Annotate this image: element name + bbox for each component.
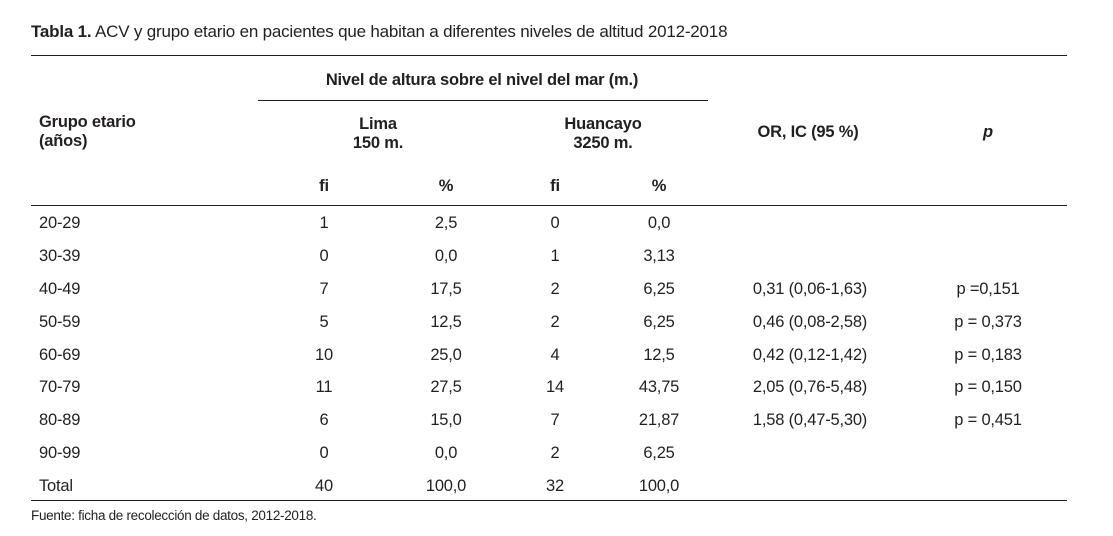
table-caption: Tabla 1. ACV y grupo etario en pacientes… (31, 22, 728, 42)
row-6-group: 80-89 (39, 411, 81, 429)
caption-label: Tabla 1. (31, 22, 92, 41)
row-1-hy-pct: 3,13 (643, 247, 675, 265)
caption-text: ACV y grupo etario en pacientes que habi… (91, 22, 728, 41)
row-8-hy-fi: 32 (546, 477, 564, 495)
row-4-hy-fi: 4 (550, 346, 560, 364)
group-header-line2: (años) (39, 132, 88, 150)
row-5-group: 70-79 (39, 378, 81, 396)
row-8-group: Total (39, 477, 73, 495)
row-3-lima-pct: 12,5 (430, 313, 462, 331)
row-6-or: 1,58 (0,47-5,30) (752, 411, 868, 429)
row-4-or: 0,42 (0,12-1,42) (752, 346, 868, 364)
bottom-rule (31, 500, 1067, 501)
row-0-hy-pct: 0,0 (647, 214, 671, 232)
row-8-lima-fi: 40 (315, 477, 333, 495)
row-3-hy-fi: 2 (550, 313, 560, 331)
or-ic-header: OR, IC (95 %) (757, 123, 859, 141)
row-4-hy-pct: 12,5 (643, 346, 675, 364)
group-header-line1: Grupo etario (39, 113, 136, 131)
row-6-lima-fi: 6 (319, 411, 329, 429)
lima-altitude: 150 m. (352, 134, 404, 152)
row-4-group: 60-69 (39, 346, 81, 364)
row-7-hy-fi: 2 (550, 444, 560, 462)
row-1-group: 30-39 (39, 247, 81, 265)
row-0-group: 20-29 (39, 214, 81, 232)
row-6-hy-pct: 21,87 (638, 411, 680, 429)
lima-pct-header: % (438, 177, 454, 195)
row-1-hy-fi: 1 (550, 247, 560, 265)
row-1-lima-pct: 0,0 (434, 247, 458, 265)
row-5-hy-pct: 43,75 (638, 378, 680, 396)
row-6-lima-pct: 15,0 (430, 411, 462, 429)
lima-fi-header: fi (319, 177, 329, 195)
row-2-p: p =0,151 (956, 280, 1020, 298)
row-3-hy-pct: 6,25 (643, 313, 675, 331)
row-3-lima-fi: 5 (319, 313, 329, 331)
huancayo-pct-header: % (651, 177, 667, 195)
row-7-hy-pct: 6,25 (643, 444, 675, 462)
row-7-group: 90-99 (39, 444, 81, 462)
row-5-lima-fi: 11 (315, 378, 333, 396)
row-0-hy-fi: 0 (550, 214, 560, 232)
row-8-lima-pct: 100,0 (425, 477, 467, 495)
row-2-or: 0,31 (0,06-1,63) (752, 280, 868, 298)
row-2-hy-pct: 6,25 (643, 280, 675, 298)
row-4-p: p = 0,183 (954, 346, 1022, 364)
top-rule (31, 55, 1067, 56)
row-6-p: p = 0,451 (954, 411, 1022, 429)
huancayo-header: Huancayo 3250 m. (564, 115, 641, 153)
row-7-lima-pct: 0,0 (434, 444, 458, 462)
header-bottom-rule (31, 205, 1067, 206)
row-5-lima-pct: 27,5 (430, 378, 462, 396)
row-5-p: p = 0,150 (954, 378, 1022, 396)
row-1-lima-fi: 0 (319, 247, 329, 265)
row-3-p: p = 0,373 (954, 313, 1022, 331)
row-8-hy-pct: 100,0 (638, 477, 680, 495)
row-0-lima-pct: 2,5 (434, 214, 458, 232)
huancayo-name: Huancayo (564, 115, 642, 133)
row-4-lima-fi: 10 (315, 346, 333, 364)
row-2-group: 40-49 (39, 280, 81, 298)
row-0-lima-fi: 1 (319, 214, 329, 232)
row-4-lima-pct: 25,0 (430, 346, 462, 364)
altitude-rule (258, 100, 708, 101)
group-header: Grupo etario (años) (39, 113, 136, 151)
row-5-hy-fi: 14 (546, 378, 564, 396)
altitude-header: Nivel de altura sobre el nivel del mar (… (325, 71, 639, 89)
row-3-group: 50-59 (39, 313, 81, 331)
source-note: Fuente: ficha de recolección de datos, 2… (31, 508, 317, 523)
row-2-lima-fi: 7 (319, 280, 329, 298)
row-7-lima-fi: 0 (319, 444, 329, 462)
row-2-hy-fi: 2 (550, 280, 560, 298)
huancayo-altitude: 3250 m. (573, 134, 633, 152)
row-3-or: 0,46 (0,08-2,58) (752, 313, 868, 331)
lima-name: Lima (359, 115, 397, 133)
lima-header: Lima 150 m. (353, 115, 403, 153)
huancayo-fi-header: fi (550, 177, 560, 195)
row-5-or: 2,05 (0,76-5,48) (752, 378, 868, 396)
p-header: p (983, 123, 993, 141)
row-6-hy-fi: 7 (550, 411, 560, 429)
row-2-lima-pct: 17,5 (430, 280, 462, 298)
